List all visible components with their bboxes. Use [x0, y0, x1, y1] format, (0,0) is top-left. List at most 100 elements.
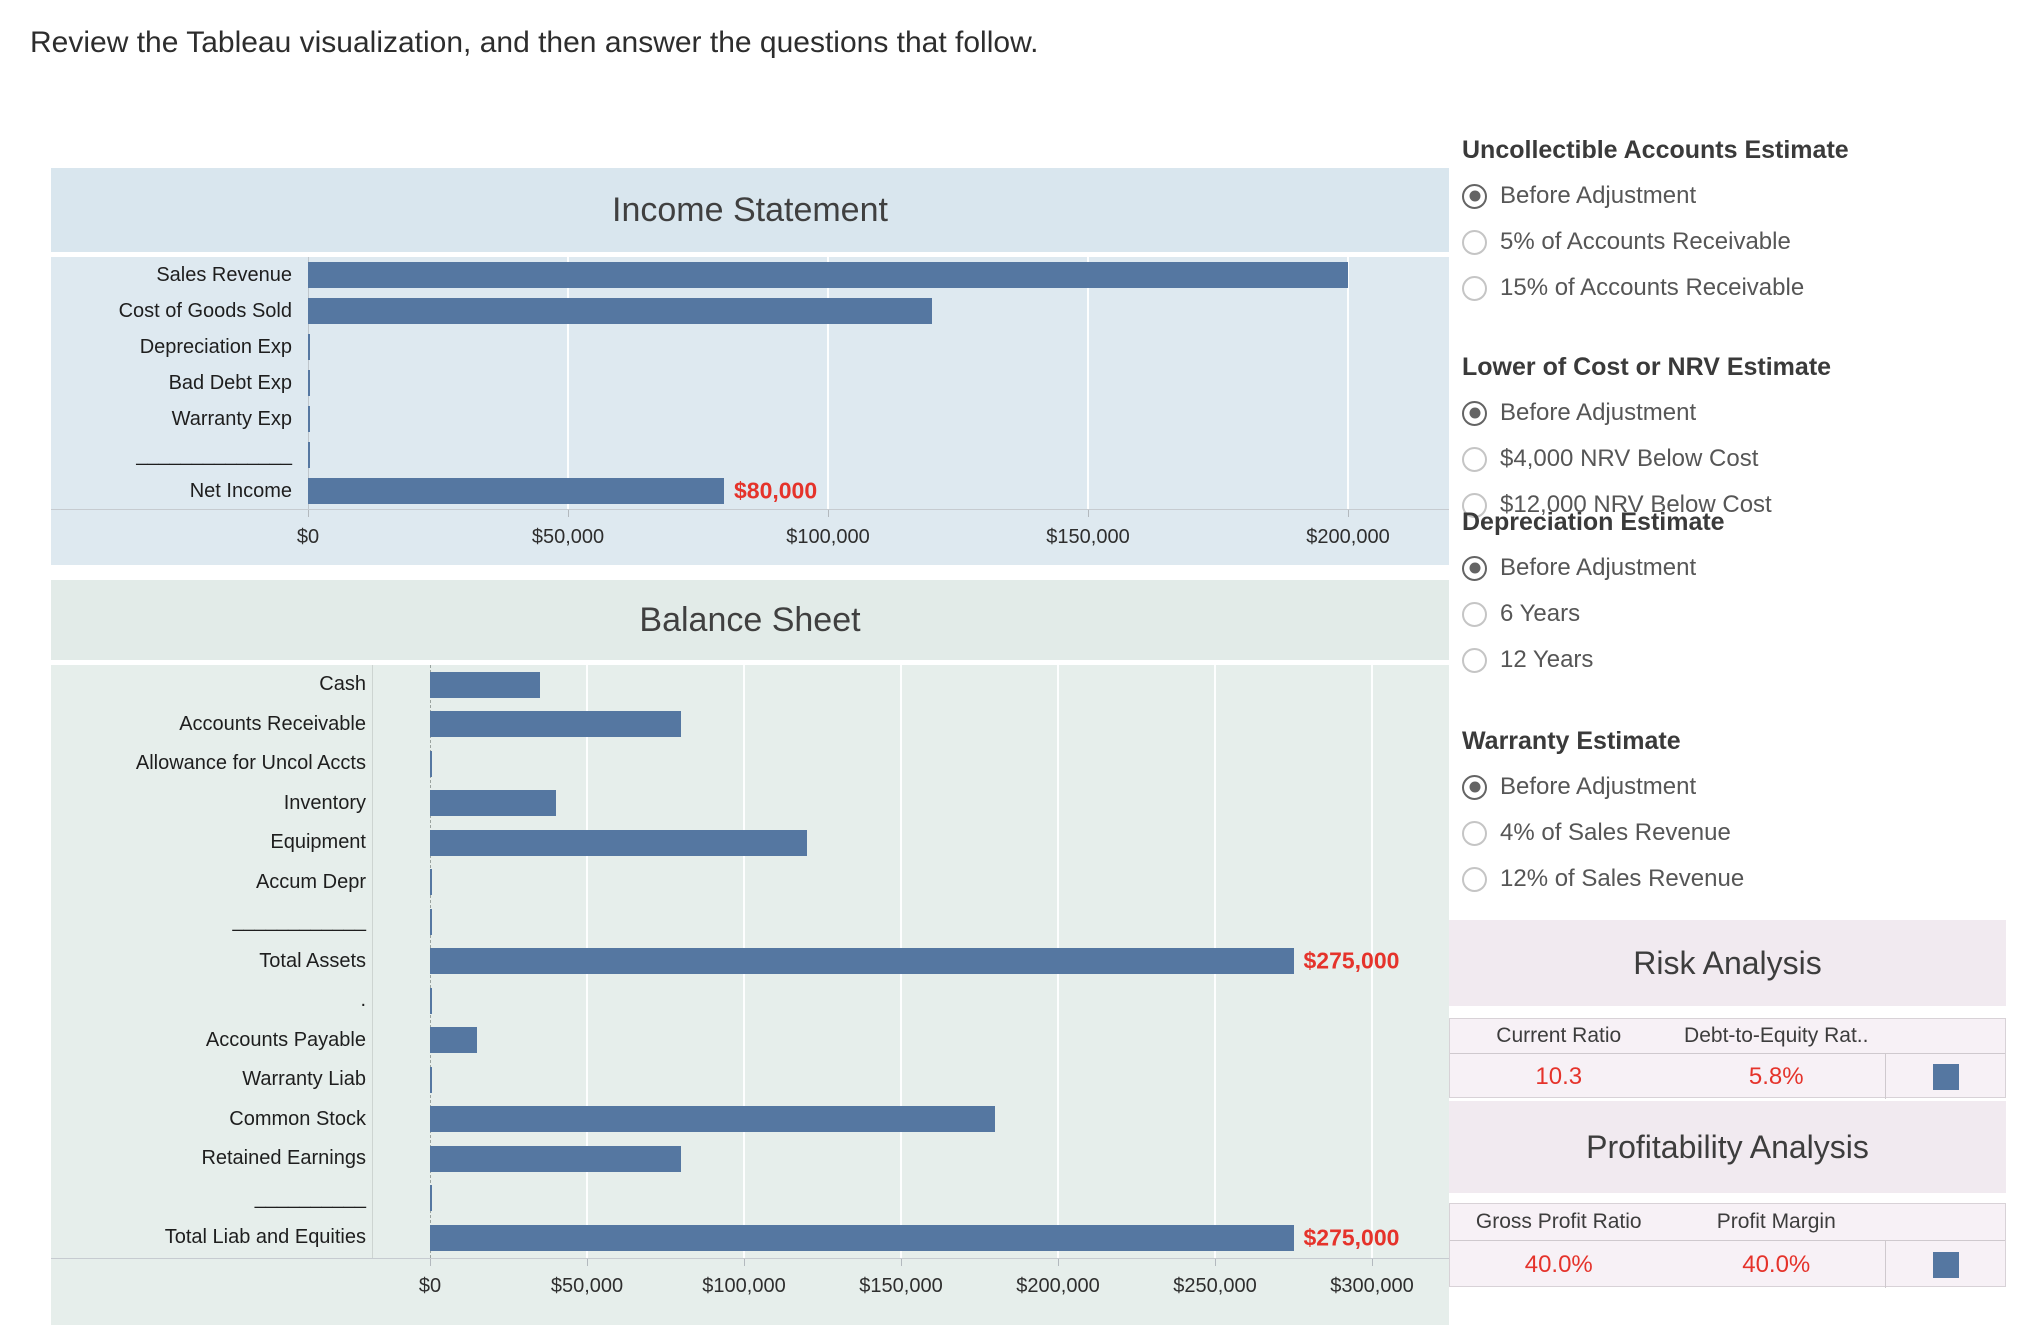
radio-option[interactable]: 12% of Sales Revenue	[1462, 856, 2022, 902]
bar[interactable]	[430, 1027, 478, 1054]
table-column-header: Debt-to-Equity Rat..	[1684, 1024, 1869, 1047]
row-plot	[372, 981, 1449, 1021]
radio-option[interactable]: 6 Years	[1462, 591, 2022, 637]
radio-unselected-icon[interactable]	[1462, 866, 1487, 892]
risk-analysis-title: Risk Analysis	[1633, 944, 1822, 981]
gridline	[827, 257, 829, 509]
income-x-axis: $0 $50,000 $100,000 $150,000 $200,000	[51, 509, 1449, 566]
chart-row: .	[51, 981, 1449, 1021]
bar[interactable]	[430, 1185, 432, 1212]
radio-option[interactable]: Before Adjustment	[1462, 545, 2022, 591]
radio-unselected-icon[interactable]	[1462, 275, 1487, 301]
bar[interactable]	[430, 948, 1294, 975]
filter-group-1: Uncollectible Accounts Estimate Before Ad…	[1462, 133, 2022, 311]
filter-group-3: Depreciation Estimate Before Adjustment 6 …	[1462, 505, 2022, 683]
radio-option-label: Before Adjustment	[1500, 182, 1697, 209]
chart-row: Total Assets $275,000	[51, 942, 1449, 982]
radio-option[interactable]: 5% of Accounts Receivable	[1462, 219, 2022, 265]
legend-cell	[1885, 1241, 2005, 1288]
bar[interactable]	[308, 406, 310, 432]
chart-row: Accounts Receivable	[51, 705, 1449, 745]
bar[interactable]	[430, 829, 807, 856]
bar[interactable]	[308, 298, 932, 324]
profitability-analysis-title-band: Profitability Analysis	[1449, 1101, 2006, 1193]
table-value: 40.0%	[1524, 1250, 1593, 1278]
radio-option-label: $4,000 NRV Below Cost	[1500, 445, 1759, 472]
row-label: Warranty Exp	[171, 407, 292, 430]
bar[interactable]	[430, 908, 432, 935]
radio-option[interactable]: $12,000 NRV Below Cost	[1462, 482, 2022, 528]
axis-tick	[828, 510, 829, 517]
table-column-header: Current Ratio	[1496, 1024, 1622, 1047]
radio-option[interactable]: $4,000 NRV Below Cost	[1462, 436, 2022, 482]
radio-selected-icon[interactable]	[1462, 183, 1487, 209]
radio-unselected-icon[interactable]	[1462, 647, 1487, 673]
radio-unselected-icon[interactable]	[1462, 601, 1487, 627]
bar[interactable]	[308, 370, 310, 396]
axis-tick	[1088, 510, 1089, 517]
row-plot	[372, 784, 1449, 824]
bar[interactable]	[430, 987, 432, 1014]
bar[interactable]	[430, 869, 432, 896]
radio-option-label: 12 Years	[1500, 646, 1594, 673]
table-column-header: Profit Margin	[1716, 1210, 1836, 1233]
gridline	[1087, 257, 1089, 509]
row-label: .	[360, 989, 366, 1012]
radio-selected-icon[interactable]	[1462, 400, 1487, 426]
radio-option-label: 12% of Sales Revenue	[1500, 865, 1745, 892]
balance-sheet-title: Balance Sheet	[639, 600, 861, 639]
bar[interactable]	[430, 1106, 996, 1133]
row-label: Accounts Payable	[205, 1028, 366, 1051]
axis-tick-label: $250,000	[1173, 1275, 1257, 1297]
axis-tick-label: $150,000	[1046, 526, 1130, 548]
radio-unselected-icon[interactable]	[1462, 229, 1487, 255]
bar[interactable]	[308, 442, 310, 468]
bar[interactable]	[430, 671, 540, 698]
row-plot	[372, 1021, 1449, 1061]
row-plot	[308, 365, 1449, 401]
axis-tick	[901, 1259, 902, 1266]
radio-option[interactable]: 15% of Accounts Receivable	[1462, 265, 2022, 311]
row-plot	[308, 257, 1449, 293]
radio-option[interactable]: Before Adjustment	[1462, 390, 2022, 436]
row-plot	[372, 823, 1449, 863]
axis-tick-label: $200,000	[1016, 1275, 1100, 1297]
axis-tick	[587, 1259, 588, 1266]
radio-selected-icon[interactable]	[1462, 774, 1487, 800]
radio-unselected-icon[interactable]	[1462, 446, 1487, 472]
axis-tick-label: $0	[296, 526, 320, 548]
bar[interactable]	[308, 334, 310, 360]
radio-option[interactable]: Before Adjustment	[1462, 173, 2022, 219]
bar[interactable]	[430, 790, 556, 817]
risk-analysis-title-band: Risk Analysis	[1449, 920, 2006, 1006]
bar[interactable]	[430, 750, 432, 777]
income-rows: Sales Revenue Cost of Goods Sold Depreciat…	[51, 257, 1449, 509]
table-header-row: Current Ratio Debt-to-Equity Rat..	[1450, 1019, 2005, 1053]
row-label: Accum Depr	[255, 870, 366, 893]
row-label: Cost of Goods Sold	[118, 299, 292, 322]
filter-group-title: Uncollectible Accounts Estimate	[1462, 136, 1849, 164]
radio-option[interactable]: Before Adjustment	[1462, 764, 2022, 810]
radio-unselected-icon[interactable]	[1462, 820, 1487, 846]
axis-tick	[568, 510, 569, 517]
gridline	[1371, 665, 1373, 1258]
radio-option[interactable]: 12 Years	[1462, 637, 2022, 683]
radio-selected-icon[interactable]	[1462, 555, 1487, 581]
bar[interactable]	[308, 262, 1348, 288]
chart-row: Allowance for Uncol Accts	[51, 744, 1449, 784]
bar[interactable]	[430, 1066, 432, 1093]
balance-rows: Cash Accounts Receivable Allowance for Unc…	[51, 665, 1449, 1258]
row-plot	[372, 1179, 1449, 1219]
bar-value-label: $275,000	[1303, 947, 1400, 974]
filter-group-4: Warranty Estimate Before Adjustment 4% of …	[1462, 724, 2022, 902]
legend-square-icon	[1932, 1063, 1959, 1090]
bar[interactable]	[308, 478, 724, 504]
bar[interactable]	[430, 711, 682, 738]
bar[interactable]	[430, 1145, 682, 1172]
radio-option[interactable]: 4% of Sales Revenue	[1462, 810, 2022, 856]
bar[interactable]	[430, 1224, 1294, 1251]
row-plot	[308, 293, 1449, 329]
row-plot	[308, 329, 1449, 365]
row-plot	[372, 1139, 1449, 1179]
radio-unselected-icon[interactable]	[1462, 492, 1487, 518]
